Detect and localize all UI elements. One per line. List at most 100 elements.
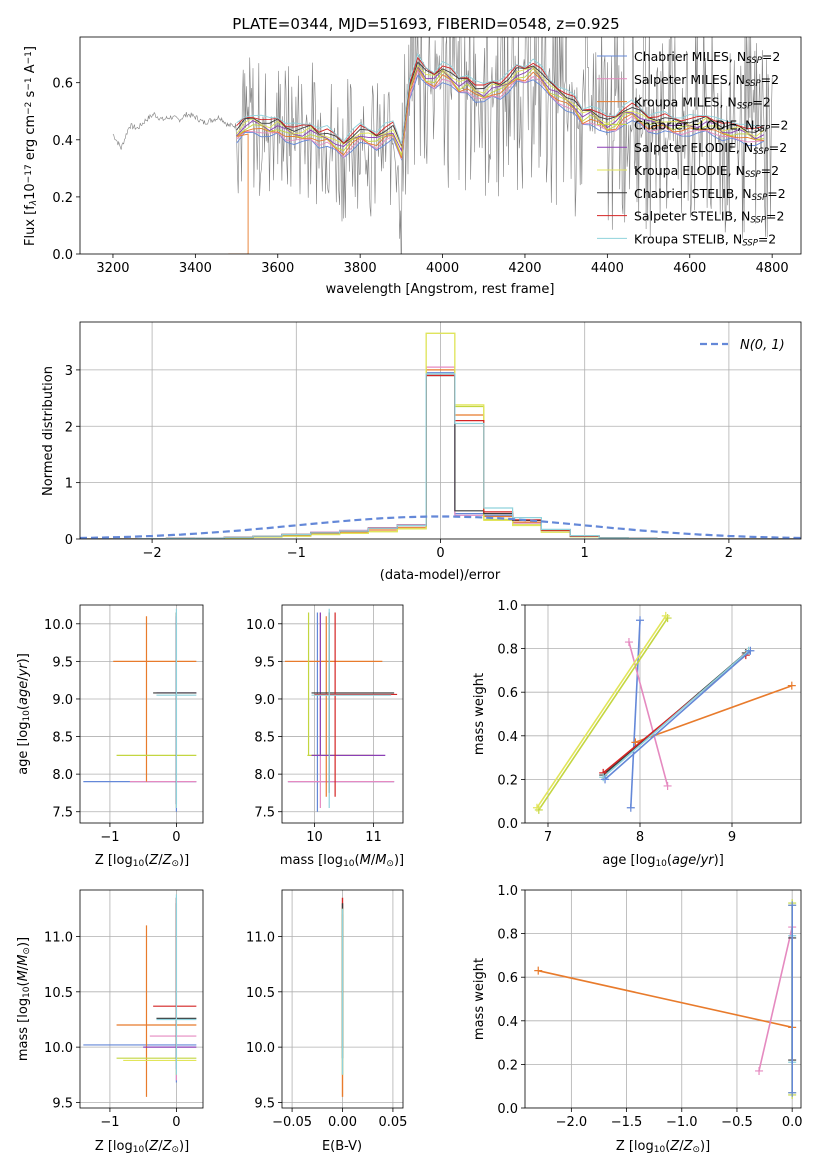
y-tick-label: 8.0: [254, 768, 275, 783]
label-part: )]: [179, 853, 189, 868]
label-part: /: [16, 676, 31, 681]
legend-label-main: Kroupa MILES, N: [634, 95, 737, 110]
x-tick-label: −1.5: [611, 1115, 643, 1130]
label-part: ]: [23, 46, 38, 51]
label-part: yr: [700, 853, 716, 868]
label-part: 10: [133, 859, 145, 869]
y-tick-label: 0.2: [52, 191, 73, 206]
weight-marker: [534, 966, 543, 975]
label-part: age [log: [602, 853, 655, 868]
label-part: /: [679, 1139, 684, 1154]
weight-marker: [787, 681, 796, 690]
chart-title: PLATE=0344, MJD=51693, FIBERID=0548, z=0…: [232, 15, 619, 33]
legend-label-subscript: SSP: [745, 170, 761, 180]
x-tick-label: −1: [100, 1115, 119, 1130]
x-tick-label: −1.0: [666, 1115, 698, 1130]
x-axis-label: Z [log10(Z/Z⊙)]: [95, 853, 189, 869]
weight-line-9: [604, 650, 751, 780]
label-part: s: [23, 90, 38, 101]
y-tick-label: 0.4: [497, 730, 518, 745]
label-part: −1: [24, 51, 34, 64]
weight-marker: [631, 738, 640, 747]
gridlines: [80, 322, 801, 539]
legend: N(0, 1): [700, 338, 785, 353]
label-part: Z [log: [95, 853, 133, 868]
y-tick-label: 8.5: [254, 731, 275, 746]
legend-label-main: Kroupa STELIB, N: [634, 231, 742, 246]
weight-marker: [626, 803, 635, 812]
legend-label-subscript: SSP: [753, 147, 769, 157]
legend-label-9: Kroupa STELIB, NSSP=2: [634, 231, 776, 248]
y-tick-label: 10.0: [246, 618, 275, 633]
legend-label-6: Kroupa ELODIE, NSSP=2: [634, 163, 779, 180]
model-line-7: [236, 61, 765, 147]
legend-label-tail: =2: [767, 186, 785, 201]
y-tick-label: 9.5: [52, 655, 73, 670]
axes-frame: [79, 36, 802, 255]
model-line-4: [236, 65, 764, 157]
label-part: −17: [24, 164, 34, 183]
label-part: /: [371, 853, 376, 868]
label-part: Z: [669, 1139, 680, 1154]
label-part: 10: [22, 710, 32, 722]
y-tick-label: 0.4: [497, 1015, 518, 1030]
model-line-5: [236, 65, 765, 153]
label-part: M: [360, 853, 371, 868]
model-line-1: [236, 74, 765, 161]
label-part: (: [355, 853, 360, 868]
label-part: )]: [700, 1139, 710, 1154]
weight-marker: [663, 781, 672, 790]
label-part: /: [158, 1139, 163, 1154]
y-axis-label: mass weight: [472, 958, 487, 1040]
plot-area: [80, 322, 801, 539]
panel-age-Z: −1 07.58.08.59.09.510.0Z [log10(Z/Z⊙)]age…: [16, 604, 204, 869]
ticks: [76, 369, 730, 543]
label-part: Z: [162, 853, 173, 868]
x-axis-label: age [log10(age/yr)]: [602, 853, 724, 869]
x-axis-label: (data-model)/error: [380, 568, 501, 583]
label-part: M: [16, 970, 31, 981]
y-axis-label: Flux [fλ10−17 erg cm−2 s−1 A−1]: [23, 46, 39, 246]
weight-line-1: [630, 620, 641, 808]
y-tick-label: 7.5: [52, 806, 73, 821]
legend-label-subscript: SSP: [737, 102, 753, 112]
x-tick-label: −0.05: [272, 1115, 312, 1130]
x-tick-label: 3400: [179, 261, 212, 276]
y-axis-label: Normed distribution: [41, 366, 56, 496]
x-tick-label: −0.5: [721, 1115, 753, 1130]
label-part: (: [144, 1139, 149, 1154]
weight-line-1: [538, 969, 793, 1029]
legend-label: N(0, 1): [740, 338, 785, 353]
y-tick-label: 8.0: [52, 768, 73, 783]
legend-label-main: Salpeter ELODIE, N: [634, 140, 753, 155]
y-tick-label: 9.5: [52, 1096, 73, 1111]
model-line-2: [236, 69, 764, 160]
legend-label-main: Salpeter MILES, N: [634, 72, 745, 87]
label-part: −1: [24, 77, 34, 90]
ticks: [278, 936, 394, 1112]
label-part: M: [16, 955, 31, 966]
x-tick-label: 10: [306, 830, 323, 845]
axes-frame: [79, 889, 204, 1109]
y-tick-label: 1.0: [497, 599, 518, 614]
label-part: 10: [22, 986, 32, 998]
legend-label-8: Salpeter STELIB, NSSP=2: [634, 209, 784, 226]
gridlines: [282, 605, 403, 823]
x-tick-label: 7: [544, 830, 552, 845]
label-part: /: [16, 965, 31, 970]
x-tick-label: 0: [436, 546, 444, 561]
panel-weight-Z: −2.0 −1.5 −1.0 −0.5 0.0 0.0 0.2 0.4 0.6 0.8 1.0 Z […: [472, 884, 803, 1155]
y-tick-label: 9.0: [254, 693, 275, 708]
weight-marker: [755, 1066, 764, 1075]
label-part: )]: [16, 653, 31, 663]
x-tick-label: 11: [365, 830, 382, 845]
label-part: /: [696, 853, 701, 868]
label-part: mass [log: [16, 998, 31, 1061]
y-tick-label: 0.8: [497, 928, 518, 943]
x-tick-label: 4600: [673, 261, 706, 276]
gridlines: [80, 605, 203, 823]
weight-marker: [788, 901, 797, 910]
legend-label-subscript: SSP: [750, 216, 766, 226]
plot-area: [525, 605, 801, 823]
